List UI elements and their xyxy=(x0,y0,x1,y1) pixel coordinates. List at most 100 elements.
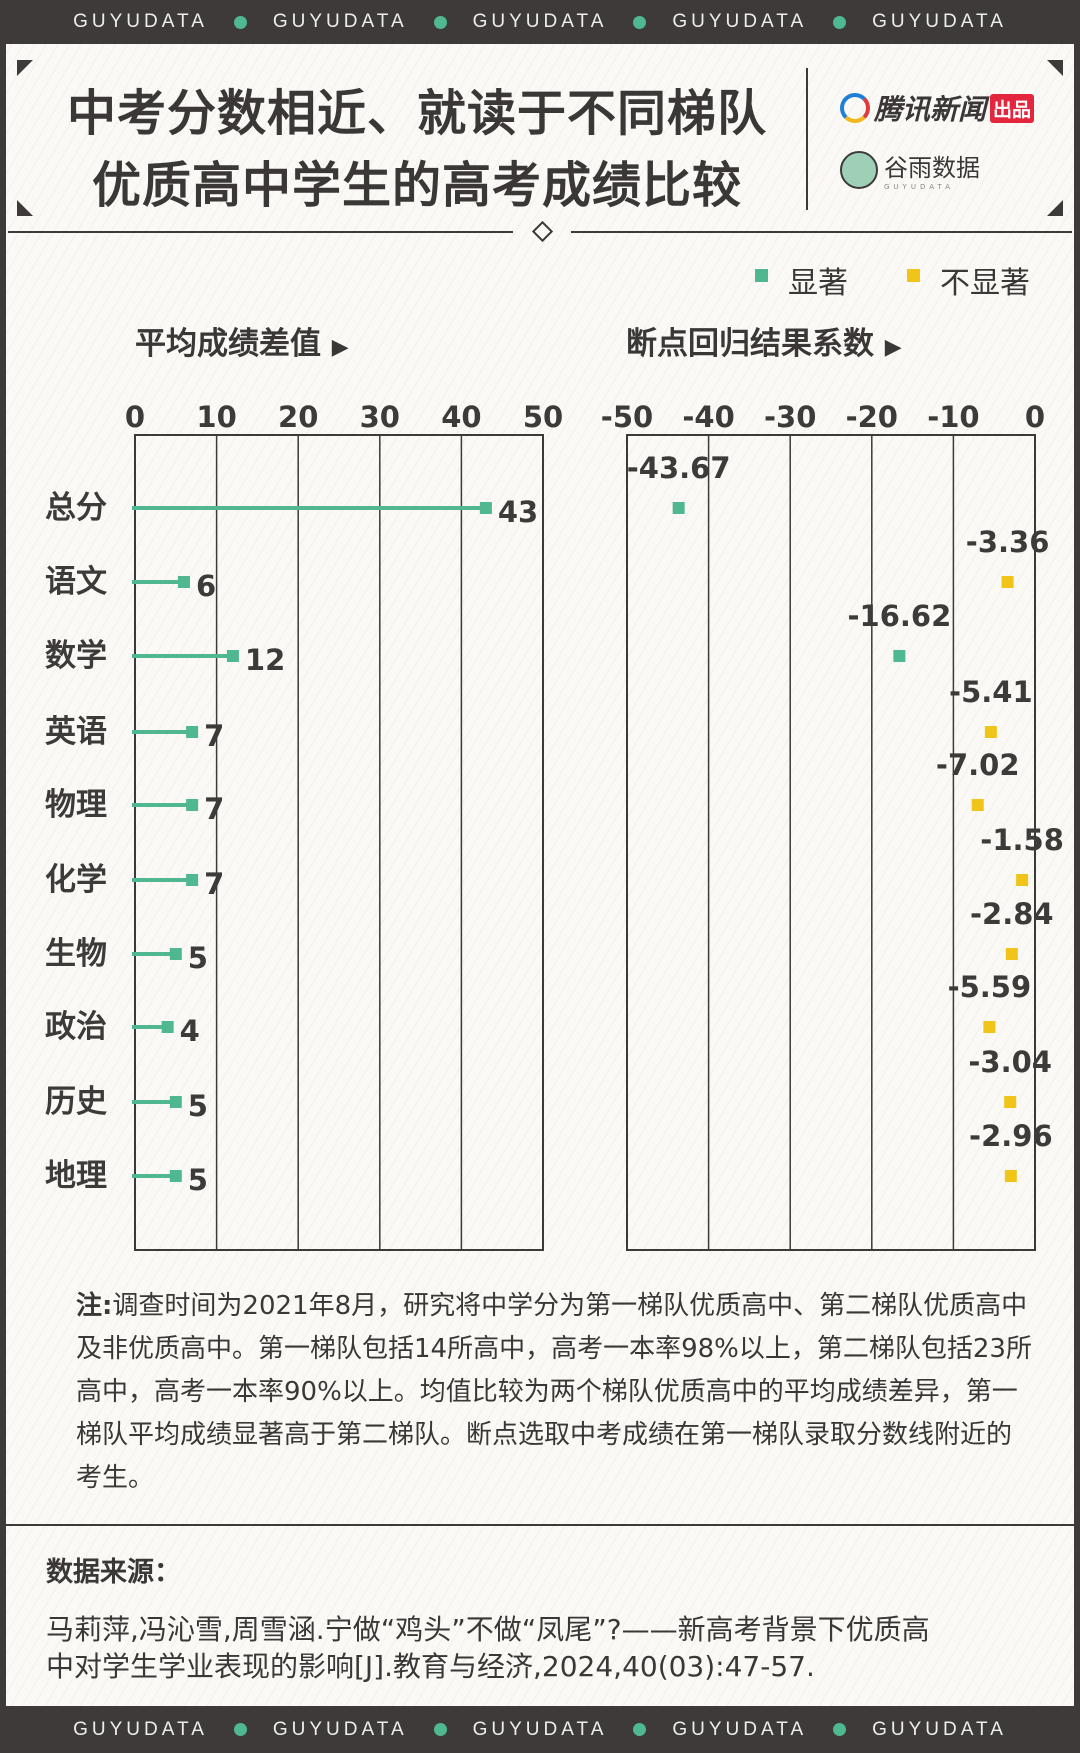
data-label: -2.96 xyxy=(969,1119,1053,1153)
data-label: -2.84 xyxy=(970,897,1054,931)
data-label: -1.58 xyxy=(980,823,1064,857)
title-line2: 优质高中学生的高考成绩比较 xyxy=(91,157,742,214)
x-tick-label: -20 xyxy=(846,400,898,434)
category-label: 数学 xyxy=(45,638,107,674)
dot-icon xyxy=(833,15,847,29)
header-divider xyxy=(571,231,1072,233)
point xyxy=(983,1021,996,1033)
x-tick-label: 50 xyxy=(523,400,563,434)
banner-brand: GUYUDATA xyxy=(472,11,608,32)
note-label: 注: xyxy=(76,1291,113,1321)
dot-icon xyxy=(433,15,447,29)
data-label: -5.59 xyxy=(948,970,1032,1004)
source-line1: 马莉萍,冯沁雪,周雪涵.宁做“鸡头”不做“凤尾”?——新高考背景下优质高 xyxy=(46,1613,930,1646)
point xyxy=(672,502,685,514)
x-tick-label: -30 xyxy=(764,400,816,434)
frame-left xyxy=(0,44,6,1706)
x-tick-label: 40 xyxy=(441,400,481,434)
data-label: -3.36 xyxy=(966,525,1050,559)
banner-brand: GUYUDATA xyxy=(73,11,208,32)
banner-brand: GUYUDATA xyxy=(672,1718,808,1740)
left-chart-title: 平均成绩差值 ▶ xyxy=(135,318,349,363)
x-tick-label: 0 xyxy=(125,400,145,434)
point xyxy=(1004,1096,1017,1108)
x-tick-label: 0 xyxy=(1025,400,1045,434)
data-label: 5 xyxy=(188,941,208,975)
data-label: -3.04 xyxy=(968,1045,1052,1079)
category-label: 政治 xyxy=(45,1009,107,1045)
category-label: 地理 xyxy=(45,1158,107,1194)
note: 注:调查时间为2021年8月，研究将中学分为第一梯队优质高中、第二梯队优质高中及… xyxy=(76,1285,1036,1500)
point xyxy=(1004,1170,1017,1182)
guyu-logo: 谷雨数据 GUYUDATA xyxy=(840,148,980,191)
category-label: 总分 xyxy=(45,490,107,526)
corner-mark xyxy=(1047,60,1063,76)
legend-significant: 显著 xyxy=(788,266,848,301)
legend-significant-swatch xyxy=(755,269,768,282)
category-label: 化学 xyxy=(45,862,107,898)
banner-brand: GUYUDATA xyxy=(472,1718,608,1740)
chart-area: 0 10 20 30 40 50 -50 -40 -30 -20 -10 0 总分 43 语文 6 数学 12 英语… xyxy=(45,400,1064,1251)
x-tick-label: 30 xyxy=(360,400,400,434)
data-label: -7.02 xyxy=(936,748,1020,782)
plot-frame xyxy=(134,434,544,1251)
guyu-sub: GUYUDATA xyxy=(884,183,954,191)
x-tick-label: -40 xyxy=(682,400,734,434)
point xyxy=(1001,576,1014,588)
data-label: 43 xyxy=(498,495,538,529)
point xyxy=(971,799,984,811)
data-label: 7 xyxy=(204,867,224,901)
category-label: 英语 xyxy=(45,714,107,750)
bar-end-marker xyxy=(186,726,199,738)
top-banner: GUYUDATA GUYUDATA GUYUDATA GUYUDATA GUYU… xyxy=(0,0,1080,44)
data-label: 7 xyxy=(204,719,224,753)
data-label: 5 xyxy=(188,1163,208,1197)
tencent-icon xyxy=(840,93,870,123)
triangle-right-icon: ▶ xyxy=(331,335,349,360)
x-tick-label: 10 xyxy=(196,400,236,434)
x-tick-label: 20 xyxy=(278,400,318,434)
point xyxy=(1016,874,1029,886)
source-label: 数据来源： xyxy=(46,1557,181,1588)
source-line2: 中对学生学业表现的影响[J].教育与经济,2024,40(03):47-57. xyxy=(46,1650,815,1683)
bottom-banner: GUYUDATA GUYUDATA GUYUDATA GUYUDATA GUYU… xyxy=(0,1706,1080,1753)
category-label: 语文 xyxy=(45,564,107,600)
guyu-bird-icon xyxy=(840,150,878,189)
legend-not-significant-swatch xyxy=(907,269,920,282)
point xyxy=(1005,948,1018,960)
category-label: 历史 xyxy=(45,1084,107,1120)
bar-end-marker xyxy=(186,874,199,886)
right-chart-title-text: 断点回归结果系数 xyxy=(626,326,874,362)
banner-brand: GUYUDATA xyxy=(272,11,408,32)
tencent-logo: 腾讯新闻 出品 xyxy=(840,88,1035,128)
left-chart-title-text: 平均成绩差值 xyxy=(135,326,321,362)
header-divider xyxy=(8,231,513,233)
data-label: 5 xyxy=(188,1089,208,1123)
data-label: 7 xyxy=(204,792,224,826)
dot-icon xyxy=(633,1723,647,1736)
banner-brand: GUYUDATA xyxy=(272,1718,408,1740)
banner-brand: GUYUDATA xyxy=(73,1718,208,1740)
corner-mark xyxy=(17,60,33,76)
corner-mark xyxy=(17,200,33,216)
dot-icon xyxy=(433,1723,447,1736)
source-divider xyxy=(6,1524,1074,1526)
banner-brand: GUYUDATA xyxy=(872,1718,1007,1740)
title-divider xyxy=(806,68,808,210)
bar-end-marker xyxy=(177,576,190,588)
corner-mark xyxy=(1047,200,1063,216)
frame-right xyxy=(1074,44,1080,1706)
data-label: 12 xyxy=(245,643,285,677)
bar-end-marker xyxy=(169,1170,182,1182)
bar-end-marker xyxy=(169,1096,182,1108)
x-tick-label: -10 xyxy=(927,400,979,434)
x-tick-label: -50 xyxy=(601,400,653,434)
triangle-right-icon: ▶ xyxy=(884,335,902,360)
tencent-name: 腾讯新闻 xyxy=(874,93,987,126)
note-text: 调查时间为2021年8月，研究将中学分为第一梯队优质高中、第二梯队优质高中及非优… xyxy=(76,1291,1032,1493)
data-label: -16.62 xyxy=(847,599,951,633)
banner-brand: GUYUDATA xyxy=(872,11,1007,32)
data-label: -43.67 xyxy=(627,451,731,485)
dot-icon xyxy=(233,15,247,29)
data-label: 6 xyxy=(196,569,216,603)
